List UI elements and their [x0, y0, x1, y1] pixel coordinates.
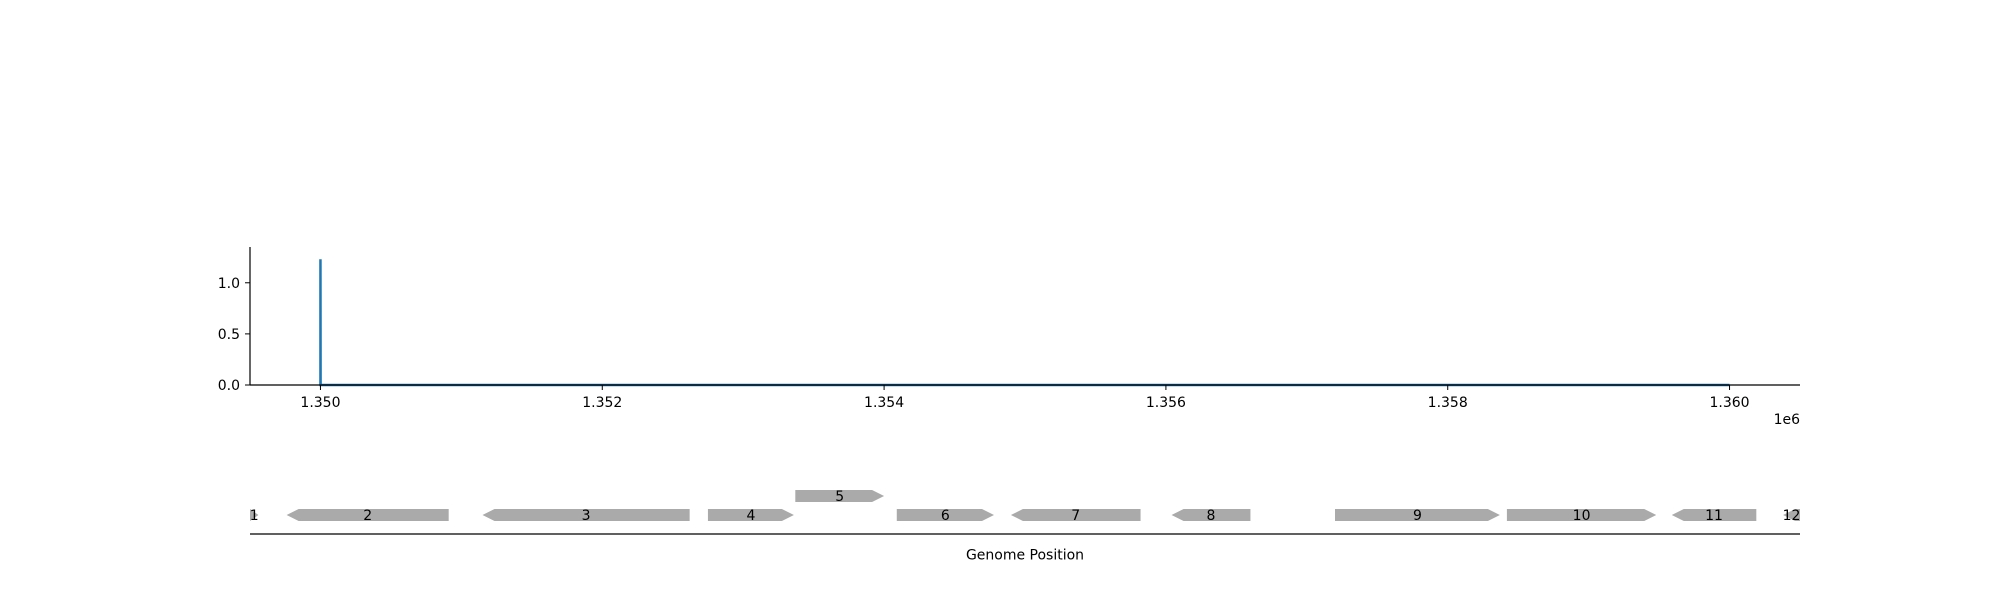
gene-arrow-1	[250, 509, 259, 521]
gene-label-3: 3	[582, 508, 591, 524]
gene-label-9: 9	[1413, 508, 1422, 524]
gene-label-4: 4	[746, 508, 755, 524]
gene-label-5: 5	[835, 489, 844, 505]
gene-arrow-4	[707, 509, 794, 521]
gene-arrow-12	[1783, 509, 1800, 521]
x-tick-label: 1.360	[1709, 395, 1749, 411]
gene-label-7: 7	[1071, 508, 1080, 524]
gene-arrow-5	[795, 490, 885, 502]
gene-arrow-3	[482, 509, 690, 521]
y-tick-label: 0.5	[218, 327, 240, 343]
gene-label-8: 8	[1207, 508, 1216, 524]
x-tick-label: 1.356	[1146, 395, 1186, 411]
gene-arrow-6	[896, 509, 994, 521]
gene-arrow-2	[286, 509, 449, 521]
y-tick-label: 1.0	[218, 276, 240, 292]
x-offset-text: 1e6	[1774, 412, 1801, 428]
gene-arrow-10	[1506, 509, 1657, 521]
x-tick-label: 1.358	[1428, 395, 1468, 411]
x-tick-label: 1.352	[582, 395, 622, 411]
gene-arrow-8	[1171, 509, 1251, 521]
coverage-plot: 1.350 1.352 1.354 1.356 1.358 1.360 0.0 0.5 1.0…	[218, 247, 1800, 428]
x-tick-label: 1.354	[864, 395, 904, 411]
gene-label-6: 6	[941, 508, 950, 524]
gene-track: 1 2 3 456 7 8 9 10 11 12 Genome Position	[250, 489, 1801, 564]
gene-label-11: 11	[1705, 508, 1723, 524]
y-tick-label: 0.0	[218, 378, 240, 394]
gene-label-12: 12	[1783, 508, 1801, 524]
gene-arrow-9	[1335, 509, 1500, 521]
gene-label-1: 1	[250, 508, 259, 524]
gene-label-10: 10	[1573, 508, 1591, 524]
gene-group: 1 2 3 456 7 8 9 10 11 12	[250, 489, 1801, 524]
y-tick-group: 0.0 0.5 1.0	[218, 276, 250, 394]
coverage-series-group	[319, 259, 1730, 387]
x-tick-group: 1.350 1.352 1.354 1.356 1.358 1.360	[300, 385, 1750, 411]
gene-label-2: 2	[363, 508, 372, 524]
gene-arrow-11	[1671, 509, 1757, 521]
coverage-line-0	[319, 259, 1730, 387]
x-tick-label: 1.350	[300, 395, 340, 411]
gene-track-xlabel: Genome Position	[966, 548, 1084, 564]
gene-arrow-7	[1010, 509, 1141, 521]
